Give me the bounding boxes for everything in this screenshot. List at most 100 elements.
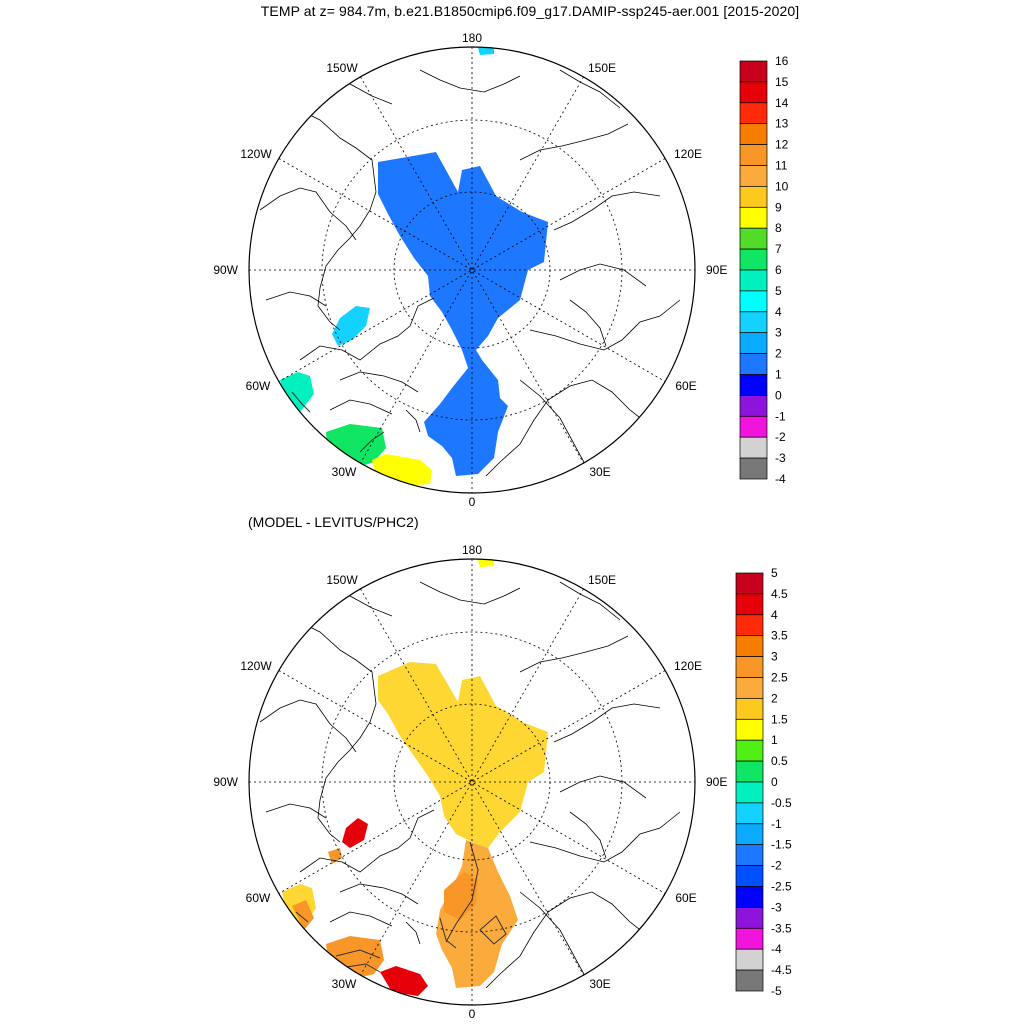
top-colorbar-label: 0 xyxy=(775,388,782,402)
bottom-colorbar-label: 4 xyxy=(771,608,778,622)
bottom-lon-label: 60W xyxy=(246,891,271,905)
bottom-colorbar-box xyxy=(735,969,764,992)
bottom-lon-label: 30E xyxy=(589,977,610,991)
bottom-lon-label: 90W xyxy=(213,775,238,789)
top-colorbar-box xyxy=(739,123,768,145)
top-lon-label: 60E xyxy=(675,379,696,393)
top-lon-label: 180 xyxy=(462,31,482,45)
top-colorbar-label: 11 xyxy=(775,159,788,173)
top-colorbar-label: 9 xyxy=(775,200,782,214)
bottom-colorbar-label: 2 xyxy=(771,691,778,705)
top-colorbar-label: -1 xyxy=(775,409,786,423)
top-colorbar-box xyxy=(739,457,768,480)
top-colorbar-box xyxy=(739,227,768,250)
top-colorbar-label: 4 xyxy=(775,305,782,319)
bottom-colorbar-box xyxy=(735,865,764,887)
bottom-colorbar-label: 2.5 xyxy=(771,671,788,685)
top-colorbar-label: -3 xyxy=(775,451,786,465)
top-colorbar-label: 6 xyxy=(775,263,782,277)
top-colorbar-label: 10 xyxy=(775,179,789,193)
top-colorbar-box xyxy=(739,102,768,125)
top-lon-label: 90E xyxy=(706,263,727,277)
top-colorbar-label: -2 xyxy=(775,430,786,444)
top-longitude-labels: 180 150E 120E 90E 60E 30E 0 30W 60W 90W … xyxy=(213,31,727,509)
bottom-lon-label: 60E xyxy=(675,891,696,905)
top-colorbar-label: 15 xyxy=(775,75,789,89)
bottom-colorbar-box xyxy=(735,886,764,908)
bottom-lon-label: 90E xyxy=(706,775,727,789)
bottom-colorbar-box xyxy=(735,927,764,950)
bottom-colorbar-label: -1.5 xyxy=(771,838,792,852)
bottom-field-labrador-inner xyxy=(292,900,314,930)
bottom-colorbar-label: 0.5 xyxy=(771,754,788,768)
bottom-colorbar-box xyxy=(735,781,764,804)
bottom-colorbar-box xyxy=(735,656,764,678)
top-lon-label: 0 xyxy=(469,495,476,509)
top-field-baffin-bay xyxy=(332,306,370,346)
top-colorbar-box xyxy=(739,60,768,83)
top-colorbar-box xyxy=(739,269,768,292)
top-coastlines xyxy=(259,69,681,477)
bottom-colorbar-box xyxy=(735,635,764,657)
bottom-colorbar-box xyxy=(735,593,764,616)
top-lon-label: 150E xyxy=(588,61,616,75)
top-colorbar-label: 8 xyxy=(775,221,782,235)
bottom-coastlines xyxy=(259,581,681,989)
difference-subtitle: (MODEL - LEVITUS/PHC2) xyxy=(248,514,419,530)
top-lon-label: 30E xyxy=(589,465,610,479)
bottom-colorbar-box xyxy=(735,760,764,783)
bottom-lon-label: 30W xyxy=(332,977,357,991)
top-colorbar-box xyxy=(739,353,768,375)
bottom-polar-map: 180 150E 120E 90E 60E 30E 0 30W 60W 90W … xyxy=(213,543,727,1021)
top-colorbar-box xyxy=(739,415,768,438)
top-colorbar-box xyxy=(739,436,768,459)
bottom-colorbar-label: 1.5 xyxy=(771,712,788,726)
bottom-colorbar-box xyxy=(735,948,764,971)
top-colorbar-label: 5 xyxy=(775,284,782,298)
top-colorbar-label: 13 xyxy=(775,117,789,131)
bottom-lon-label: 180 xyxy=(462,543,482,557)
top-colorbar-box xyxy=(739,395,768,417)
bottom-colorbar-box xyxy=(735,718,764,741)
top-colorbar-label: 3 xyxy=(775,326,782,340)
top-field-arctic-basin xyxy=(378,152,548,476)
figure-title: TEMP at z= 984.7m, b.e21.B1850cmip6.f09_… xyxy=(260,3,800,19)
top-polar-map: 180 150E 120E 90E 60E 30E 0 30W 60W 90W … xyxy=(213,31,727,509)
bottom-colorbar: 5 4.5 4 3.5 3 2.5 2 1.5 1 0.5 0 -0.5 -1 -1.5 -2 -2.5 -3 -… xyxy=(735,566,792,998)
bottom-colorbar-box xyxy=(735,739,764,762)
top-colorbar-box xyxy=(739,248,768,271)
bottom-colorbar-box xyxy=(735,844,764,866)
top-lon-label: 120E xyxy=(674,147,702,161)
bottom-colorbar-box xyxy=(735,614,764,637)
bottom-colorbar-label: 4.5 xyxy=(771,587,788,601)
bottom-lon-label: 120W xyxy=(240,659,272,673)
top-lon-label: 150W xyxy=(326,61,358,75)
bottom-colorbar-box xyxy=(735,572,764,595)
bottom-colorbar-label: -3 xyxy=(771,900,782,914)
top-colorbar-label: 12 xyxy=(775,138,789,152)
bottom-field-nordic-seas xyxy=(436,840,518,988)
top-graticule xyxy=(249,47,695,493)
bottom-colorbar-label: -2 xyxy=(771,859,782,873)
top-lon-label: 90W xyxy=(213,263,238,277)
top-colorbar-box xyxy=(739,186,768,208)
top-lon-label: 120W xyxy=(240,147,272,161)
top-colorbar-box xyxy=(739,290,768,313)
bottom-colorbar-box xyxy=(735,823,764,846)
bottom-graticule xyxy=(249,559,695,1005)
bottom-field-baffin-bay xyxy=(342,818,368,848)
top-colorbar-label: -4 xyxy=(775,472,786,486)
top-colorbar-box xyxy=(739,206,768,229)
bottom-lon-label: 0 xyxy=(469,1007,476,1021)
bottom-colorbar-box xyxy=(735,907,764,929)
top-colorbar-box xyxy=(739,374,768,396)
top-colorbar-label: 1 xyxy=(775,368,782,382)
top-lon-label: 30W xyxy=(332,465,357,479)
top-colorbar-label: 2 xyxy=(775,347,782,361)
bottom-lon-label: 150E xyxy=(588,573,616,587)
top-colorbar-label: 16 xyxy=(775,54,789,68)
top-colorbar-box xyxy=(739,332,768,354)
top-colorbar-label: 14 xyxy=(775,96,789,110)
